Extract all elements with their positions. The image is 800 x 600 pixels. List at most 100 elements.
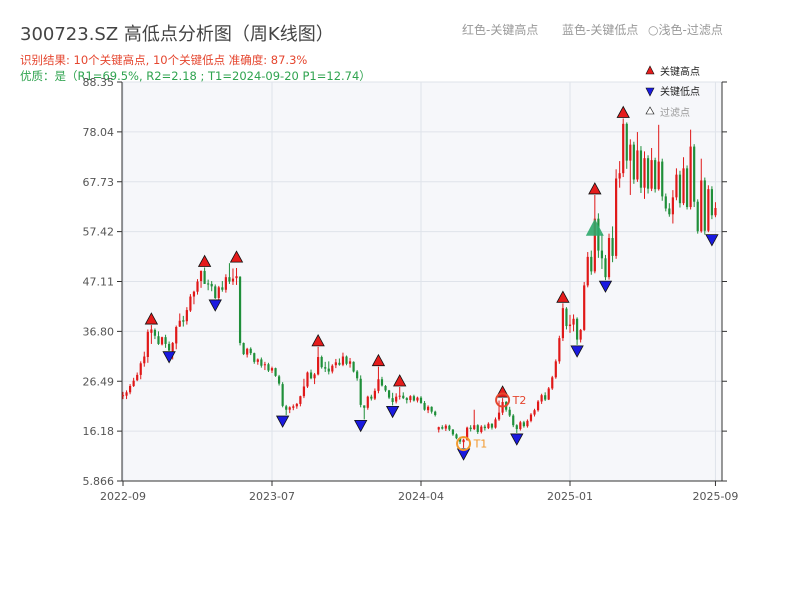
candle-body <box>565 308 568 327</box>
candle-body <box>572 318 575 325</box>
candle-body <box>171 342 174 352</box>
candle-body <box>664 196 667 209</box>
candle-body <box>146 331 149 358</box>
candle-body <box>249 348 252 354</box>
candle-body <box>675 174 678 198</box>
candle-body <box>522 422 525 427</box>
candle-body <box>164 337 167 344</box>
legend-filtered-icon <box>645 106 655 115</box>
candle-body <box>654 160 657 190</box>
candle-body <box>430 406 433 412</box>
candle-body <box>242 342 245 355</box>
candle-body <box>494 419 497 428</box>
candle-body <box>451 429 455 435</box>
candle-body <box>348 361 352 364</box>
candle-body <box>235 276 238 279</box>
candle-body <box>458 438 462 442</box>
key-high-marker <box>616 105 630 118</box>
annotation-circle <box>456 436 472 452</box>
key-low-marker <box>275 415 290 428</box>
candle-body <box>373 390 376 399</box>
x-tick-label: 2025-01 <box>547 490 593 503</box>
candle-body <box>320 357 323 368</box>
candle-body <box>217 287 220 298</box>
recognition-summary: 识别结果: 10个关键高点, 10个关键低点 准确度: 87.3% <box>20 53 308 67</box>
candle-body <box>168 343 171 351</box>
candle-body <box>196 281 199 292</box>
candle-body <box>366 396 369 408</box>
legend-light-filtered: ○浅色-过滤点 <box>648 23 723 37</box>
candle-body <box>136 374 139 381</box>
candle-body <box>462 439 465 443</box>
candle-body <box>714 208 717 216</box>
candle-body <box>253 353 256 362</box>
legend-filtered-label: 过滤点 <box>660 106 690 119</box>
candle-body <box>132 380 135 387</box>
candle-body <box>710 189 714 216</box>
candle-body <box>409 396 412 401</box>
annotation-label: T1 <box>473 438 488 451</box>
candle-body <box>203 270 206 284</box>
candle-body <box>224 277 227 290</box>
candle-body <box>529 414 533 421</box>
candle-body <box>221 287 224 290</box>
candle-body <box>260 359 263 366</box>
candle-body <box>207 283 210 285</box>
candle-body <box>554 361 557 378</box>
filtered-point-marker <box>585 218 604 236</box>
legend-low-icon <box>645 87 655 97</box>
candle-body <box>199 270 203 282</box>
y-tick-label: 67.73 <box>83 176 115 189</box>
candle-body <box>629 144 632 161</box>
candle-body <box>288 407 291 410</box>
candle-body <box>519 422 522 430</box>
candle-body <box>703 180 706 231</box>
key-high-marker <box>588 182 602 195</box>
candle-body <box>540 395 543 402</box>
x-tick-label: 2022-09 <box>100 490 146 503</box>
candle-body <box>405 398 408 401</box>
candle-body <box>359 378 362 405</box>
candle-body <box>277 376 281 384</box>
y-tick-label: 26.49 <box>83 375 115 388</box>
candle-body <box>143 356 146 364</box>
candle-body <box>536 401 540 411</box>
legend-high-icon <box>645 65 655 75</box>
candle-body <box>387 390 391 398</box>
y-tick-label: 78.04 <box>83 126 115 139</box>
candle-body <box>657 161 660 190</box>
annotation-circle <box>495 392 511 408</box>
candle-body <box>441 427 444 429</box>
candle-body <box>317 357 320 375</box>
candle-body <box>618 173 621 179</box>
candle-body <box>497 412 501 420</box>
key-low-marker <box>705 234 719 247</box>
x-tick-label: 2025-09 <box>692 490 738 503</box>
candle-body <box>299 396 302 404</box>
key-low-marker <box>162 351 176 364</box>
candle-body <box>490 423 494 428</box>
key-high-marker <box>371 353 386 367</box>
candle-body <box>487 423 490 429</box>
candle-body <box>182 320 185 322</box>
candle-body <box>370 396 373 399</box>
candle-body <box>246 348 249 355</box>
candle-body <box>646 158 650 189</box>
candle-body <box>121 395 125 397</box>
candle-body <box>593 218 596 272</box>
candle-body <box>228 277 231 282</box>
candle-body <box>434 411 437 416</box>
chart-title: 300723.SZ 高低点分析图（周K线图） <box>20 24 334 45</box>
candle-body <box>292 406 295 408</box>
quality-summary: 优质：是（R1=69.5%, R2=2.18 ; T1=2024-09-20 P… <box>20 69 371 83</box>
candle-body <box>423 402 426 410</box>
candle-body <box>267 364 270 371</box>
key-low-marker <box>208 299 222 312</box>
candle-body <box>643 158 646 188</box>
candle-body <box>185 310 188 322</box>
candle-body <box>210 283 213 287</box>
candle-body <box>150 329 153 333</box>
key-low-marker <box>570 345 584 358</box>
key-low-marker <box>510 433 524 446</box>
